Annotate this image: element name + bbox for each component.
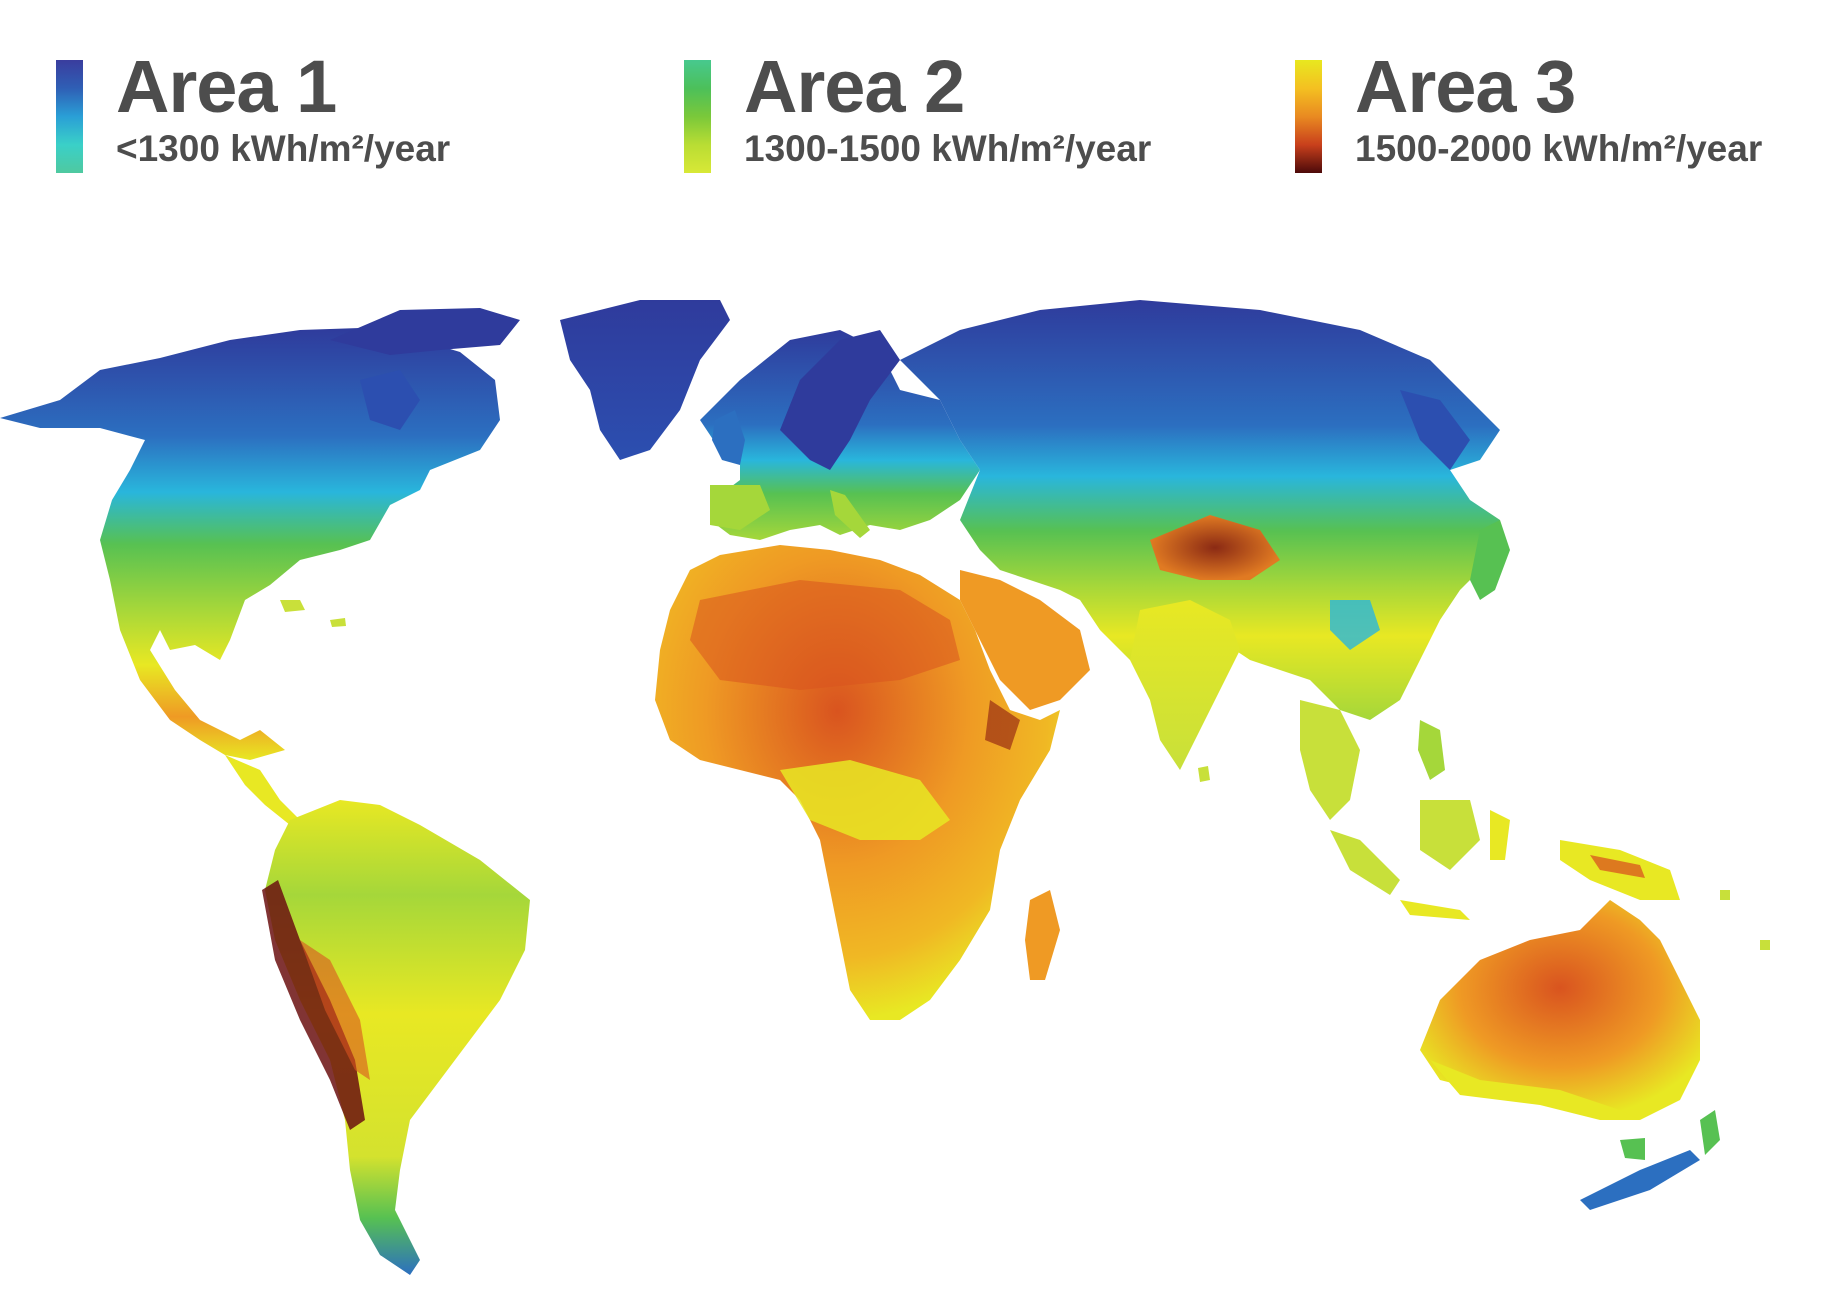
area-2-range: 1300-1500 kWh/m²/year <box>744 128 1152 169</box>
area-3-title: Area 3 <box>1355 45 1576 128</box>
new-guinea-highlands <box>1590 855 1645 878</box>
sulawesi <box>1490 810 1510 860</box>
java <box>1400 900 1470 920</box>
andes-high-desert <box>300 940 370 1080</box>
north-america <box>0 328 500 760</box>
area-1-range: <1300 kWh/m²/year <box>116 128 451 169</box>
central-america <box>225 755 300 825</box>
philippines <box>1418 720 1445 780</box>
south-america <box>265 800 530 1275</box>
hudson-bay-region <box>360 370 420 430</box>
area-2-title: Area 2 <box>744 45 965 128</box>
tasmania <box>1620 1138 1645 1160</box>
indian-subcontinent <box>1130 600 1240 770</box>
east-china <box>1330 600 1380 650</box>
area-1-color-swatch <box>56 60 83 173</box>
kamchatka <box>1400 390 1470 470</box>
area-2-color-swatch <box>684 60 711 173</box>
sri-lanka <box>1198 766 1210 782</box>
australia <box>1420 900 1700 1120</box>
italian-peninsula <box>830 490 870 538</box>
sumatra <box>1330 830 1400 895</box>
area-3-color-swatch <box>1295 60 1322 173</box>
andes-mountains <box>262 880 365 1130</box>
new-zealand-north-island <box>1700 1110 1720 1155</box>
japan <box>1470 520 1510 600</box>
world-map-svg <box>0 300 1770 1275</box>
new-zealand-south-island <box>1580 1150 1700 1210</box>
world-solar-irradiation-map <box>0 300 1824 1300</box>
pacific-islands <box>1720 890 1770 950</box>
legend: Area 1 <1300 kWh/m²/year Area 2 1300-150… <box>0 50 1824 186</box>
greenland <box>560 300 730 460</box>
ethiopian-highlands <box>985 700 1020 750</box>
arabian-peninsula <box>960 570 1090 710</box>
area-1-title: Area 1 <box>116 45 337 128</box>
tibetan-plateau <box>1150 515 1280 580</box>
british-isles <box>712 410 745 465</box>
caribbean-islands <box>280 600 346 627</box>
southeast-asia <box>1300 700 1360 820</box>
scandinavia <box>780 330 900 470</box>
madagascar <box>1025 890 1060 980</box>
canadian-arctic-islands <box>330 308 520 355</box>
equatorial-africa <box>780 760 950 840</box>
sahara-desert <box>690 580 960 690</box>
australia-southern-coast <box>1430 1060 1640 1120</box>
borneo <box>1420 800 1480 870</box>
area-3-range: 1500-2000 kWh/m²/year <box>1355 128 1763 169</box>
iberian-peninsula <box>710 485 770 530</box>
